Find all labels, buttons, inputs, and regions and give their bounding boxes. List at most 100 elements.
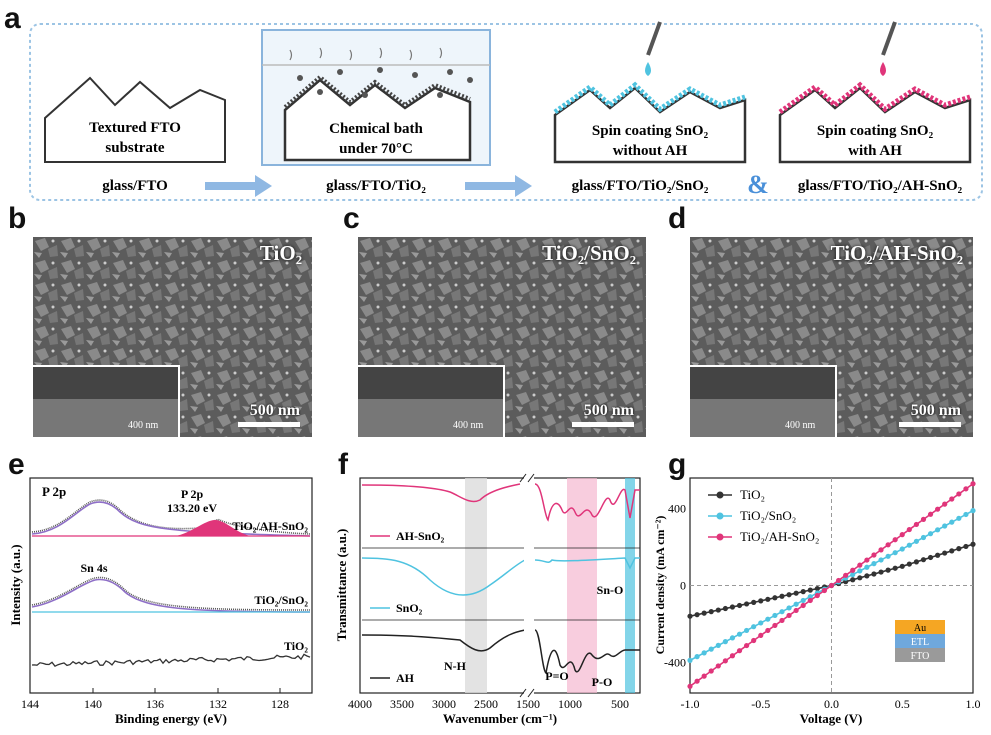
tick-g-x: -1.0 [681, 697, 700, 711]
chart-f-ftir: 4000 3500 3000 2500 1500 1000 500 Wavenu… [334, 473, 641, 726]
tick-f-4000: 4000 [348, 697, 372, 711]
step2-text-2: under 70°C [339, 141, 413, 157]
scale-text-b: 500 nm [249, 402, 300, 419]
series-g-point [892, 537, 898, 543]
tick-g-x: 0.5 [895, 697, 910, 711]
annot-p2p-ev: 133.20 eV [167, 501, 217, 515]
series-g-point [927, 531, 934, 537]
panel-label-c: c [343, 202, 360, 235]
legend-marker-g-ah-sno2 [716, 533, 724, 541]
series-g-point [850, 577, 856, 583]
series-tio2 [31, 653, 311, 668]
series-g-point [758, 620, 764, 626]
sem-label-d: TiO₂/AH-SnO₂ [830, 241, 963, 265]
tick-e-136: 136 [146, 697, 164, 711]
tick-e-140: 140 [84, 697, 102, 711]
annot-sn-o: Sn-O [597, 583, 624, 597]
series-g-point [793, 607, 799, 614]
tick-g-y: 400 [668, 502, 686, 516]
series-g-point [729, 604, 736, 610]
series-g-point [708, 668, 714, 674]
series-g-point [913, 521, 919, 528]
step4-text-1: Spin coating SnO₂ [817, 123, 934, 139]
sem-label-c: TiO₂/SnO₂ [542, 241, 636, 265]
legend-f-ah-sno2: AH-SnO₂ [396, 529, 445, 543]
tick-f-2500: 2500 [474, 697, 498, 711]
sem-inset-c: 400 nm [358, 365, 505, 437]
arrow-1 [205, 175, 272, 197]
band-sno [625, 478, 635, 693]
series-g-point [956, 515, 962, 521]
series-g-point [807, 594, 813, 600]
series-g-point [864, 573, 870, 579]
series-g-point [956, 491, 962, 497]
series-g-point [779, 617, 785, 624]
series-g-point [736, 648, 743, 654]
series-g-point [807, 597, 813, 604]
chart-e-xps: 144 140 136 132 128 Binding energy (eV) … [8, 477, 313, 726]
scale-text-d: 500 nm [910, 402, 961, 419]
series-g-point [927, 511, 934, 517]
tick-f-3000: 3000 [432, 697, 456, 711]
series-g-point [906, 526, 912, 533]
legend-e-tio2: TiO₂ [284, 639, 308, 653]
series-g-point [892, 565, 898, 571]
series-g-point [828, 582, 835, 589]
series-g-point [970, 541, 976, 547]
tick-f-1500: 1500 [516, 697, 540, 711]
legend-f-ah: AH [396, 671, 415, 685]
step3-text-2: without AH [613, 143, 688, 159]
series-g-point [715, 642, 721, 648]
ampersand: & [747, 170, 769, 199]
step2-chemical-bath [261, 29, 491, 166]
series-g-point [871, 561, 877, 567]
xlabel-f: Wavenumber (cm⁻¹) [443, 711, 557, 726]
series-g-point [701, 610, 707, 616]
series-g-point [835, 577, 842, 584]
series-g-point [885, 542, 891, 548]
tick-g-x: 0.0 [824, 697, 839, 711]
sem-label-b: TiO₂ [259, 241, 302, 265]
tick-f-1000: 1000 [558, 697, 582, 711]
series-g-point [694, 678, 700, 684]
panel-a-schematic: Textured FTO substrate glass/FTO Chemica… [29, 21, 983, 201]
series-g-point [722, 658, 728, 664]
series-g-point [715, 607, 721, 613]
chart-g-jv: -1.0 -0.5 0.0 0.5 1.0 -400 0 400 Voltage (V) Cu… [653, 477, 981, 726]
series-g-point [786, 612, 792, 619]
sem-inset-d: 400 nm [690, 365, 837, 437]
band-nh [465, 478, 487, 693]
series-g-point [800, 597, 806, 604]
step3-spin-coat-sno2 [553, 21, 747, 164]
series-g-point [942, 550, 948, 556]
series-f-sno2 [361, 557, 640, 596]
panel-label-f: f [338, 448, 348, 481]
series-g-point [935, 506, 941, 512]
step4-caption: glass/FTO/TiO₂/AH-SnO₂ [798, 178, 963, 194]
step3-text-1: Spin coating SnO₂ [592, 123, 709, 139]
series-g-point [751, 599, 757, 605]
series-g-point [864, 564, 870, 570]
series-g-point [800, 589, 806, 595]
inset-scale-b: 400 nm [128, 420, 159, 431]
layer-fto-label: FTO [911, 651, 930, 662]
series-g-point [786, 605, 792, 611]
series-g-point [807, 587, 813, 593]
scale-bar-c [572, 422, 634, 427]
xlabel-g: Voltage (V) [800, 711, 863, 726]
series-g-point [814, 585, 820, 592]
series-g-point [878, 547, 884, 553]
series-g-point [913, 559, 919, 565]
series-g-point [736, 631, 743, 637]
step3-caption: glass/FTO/TiO₂/SnO₂ [572, 178, 709, 194]
series-g-point [935, 527, 941, 533]
series-g-point [758, 632, 764, 639]
series-g-point [892, 550, 898, 556]
series-g-point [793, 601, 799, 607]
series-g-point [694, 612, 700, 618]
series-g-point [736, 602, 743, 609]
layer-au [895, 620, 945, 634]
series-g-point [779, 593, 785, 599]
series-g-point [857, 562, 863, 568]
tick-f-3500: 3500 [390, 697, 414, 711]
